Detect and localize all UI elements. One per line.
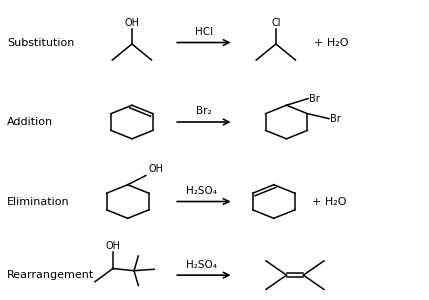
Text: Rearrangement: Rearrangement (7, 270, 94, 280)
Text: Br: Br (330, 114, 341, 124)
Text: H₂SO₄: H₂SO₄ (186, 186, 218, 196)
Text: OH: OH (148, 164, 163, 174)
Text: Br₂: Br₂ (196, 106, 212, 116)
Text: Elimination: Elimination (7, 196, 69, 206)
Text: OH: OH (106, 241, 121, 251)
Text: H₂SO₄: H₂SO₄ (186, 260, 218, 270)
Text: Cl: Cl (271, 18, 281, 28)
Text: HCl: HCl (195, 27, 213, 37)
Text: + H₂O: + H₂O (314, 38, 348, 47)
Text: Addition: Addition (7, 117, 53, 127)
Text: OH: OH (124, 18, 139, 28)
Text: Br: Br (309, 94, 320, 103)
Text: + H₂O: + H₂O (312, 196, 346, 206)
Text: Substitution: Substitution (7, 38, 74, 47)
